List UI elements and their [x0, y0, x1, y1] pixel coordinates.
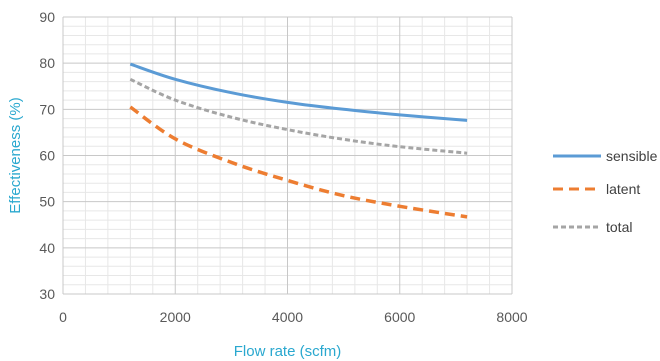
x-tick-label: 8000 [496, 309, 527, 325]
x-tick-label: 4000 [272, 309, 303, 325]
x-tick-label: 0 [59, 309, 67, 325]
x-tick-label: 2000 [160, 309, 191, 325]
y-tick-label: 60 [39, 148, 55, 164]
y-axis-ticks: 30 40 50 60 70 80 90 [39, 9, 55, 302]
x-tick-label: 6000 [384, 309, 415, 325]
legend-label-total: total [606, 219, 632, 235]
y-tick-label: 40 [39, 240, 55, 256]
y-axis-title: Effectiveness (%) [7, 97, 24, 213]
series-line-sensible [129, 62, 468, 122]
series-line-latent [129, 105, 468, 219]
y-tick-label: 70 [39, 101, 55, 117]
y-tick-label: 50 [39, 194, 55, 210]
y-tick-label: 80 [39, 55, 55, 71]
major-grid [62, 16, 513, 295]
y-tick-label: 90 [39, 9, 55, 25]
series-lines [129, 62, 468, 219]
x-axis-title: Flow rate (scfm) [234, 343, 342, 360]
legend-label-sensible: sensible [606, 148, 658, 164]
legend: sensible latent total [553, 148, 658, 235]
y-tick-label: 30 [39, 286, 55, 302]
legend-label-latent: latent [606, 181, 640, 197]
x-axis-ticks: 0 2000 4000 6000 8000 [59, 309, 528, 325]
series-line-total [129, 77, 468, 155]
